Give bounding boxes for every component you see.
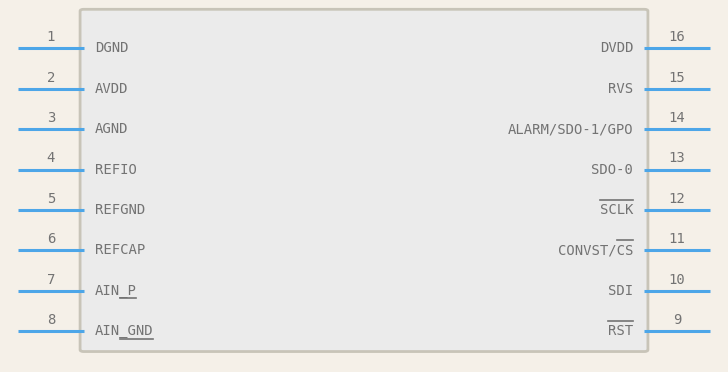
- Text: 5: 5: [47, 192, 55, 206]
- Text: REFCAP: REFCAP: [95, 243, 145, 257]
- Text: RST: RST: [608, 324, 633, 338]
- FancyBboxPatch shape: [80, 9, 648, 352]
- Text: SDO-0: SDO-0: [591, 163, 633, 177]
- Text: 11: 11: [668, 232, 686, 246]
- Text: AIN_GND: AIN_GND: [95, 324, 154, 338]
- Text: 15: 15: [668, 71, 686, 84]
- Text: 16: 16: [668, 30, 686, 44]
- Text: AVDD: AVDD: [95, 82, 128, 96]
- Text: 2: 2: [47, 71, 55, 84]
- Text: DGND: DGND: [95, 41, 128, 55]
- Text: DVDD: DVDD: [600, 41, 633, 55]
- Text: REFGND: REFGND: [95, 203, 145, 217]
- Text: AGND: AGND: [95, 122, 128, 136]
- Text: 13: 13: [668, 151, 686, 166]
- Text: 12: 12: [668, 192, 686, 206]
- Text: 3: 3: [47, 111, 55, 125]
- Text: RVS: RVS: [608, 82, 633, 96]
- Text: ALARM/SDO-1/GPO: ALARM/SDO-1/GPO: [507, 122, 633, 136]
- Text: 9: 9: [673, 313, 681, 327]
- Text: REFIO: REFIO: [95, 163, 137, 177]
- Text: CONVST/CS: CONVST/CS: [558, 243, 633, 257]
- Text: 10: 10: [668, 273, 686, 286]
- Text: 8: 8: [47, 313, 55, 327]
- Text: 6: 6: [47, 232, 55, 246]
- Text: SDI: SDI: [608, 284, 633, 298]
- Text: 1: 1: [47, 30, 55, 44]
- Text: 4: 4: [47, 151, 55, 166]
- Text: 7: 7: [47, 273, 55, 286]
- Text: AIN_P: AIN_P: [95, 284, 137, 298]
- Text: 14: 14: [668, 111, 686, 125]
- Text: SCLK: SCLK: [600, 203, 633, 217]
